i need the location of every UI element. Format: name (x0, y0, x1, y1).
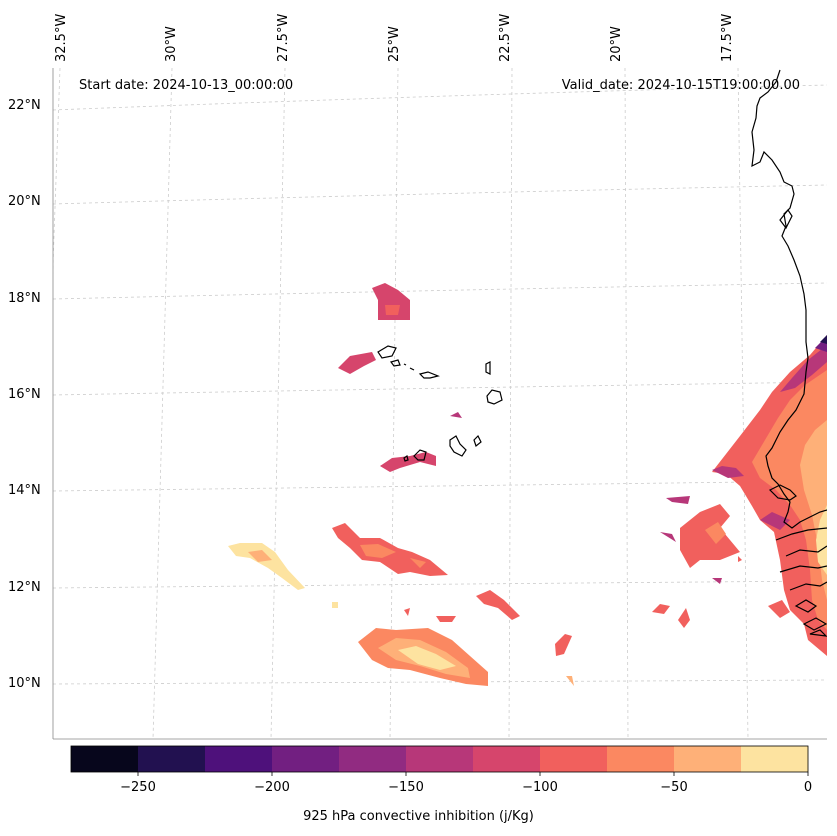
lat-label-18n: 18°N (8, 291, 41, 306)
gridlines (53, 68, 827, 739)
lat-label-22n: 22°N (8, 98, 41, 113)
cbar-tick-label: −100 (522, 780, 558, 795)
axes-frame (52, 68, 827, 740)
lat-label-12n: 12°N (8, 580, 41, 595)
colorbar-segment (205, 746, 273, 772)
cbar-tick-label: −150 (388, 780, 424, 795)
colorbar-label: 925 hPa convective inhibition (j/Kg) (303, 809, 534, 824)
cin-band-west (228, 543, 305, 590)
colorbar-segment (138, 746, 206, 772)
africa-coastline (751, 69, 827, 529)
colorbar-frame (70, 745, 809, 773)
cbar-tick-label: −250 (120, 780, 156, 795)
cbar-tick-label: −200 (254, 780, 290, 795)
lon-label-20w: 20°W (609, 26, 624, 62)
lon-label-32.5w: 32.5°W (54, 13, 69, 62)
island-santiago (449, 435, 467, 457)
colorbar-segment (741, 746, 809, 772)
cin-patch-north (372, 283, 410, 320)
colorbar-segment (339, 746, 407, 772)
island-santo-antao (377, 345, 397, 359)
cbar-tick-label: 0 (803, 780, 813, 795)
lon-label-27.5w: 27.5°W (276, 13, 291, 62)
colorbar-segment (674, 746, 742, 772)
lat-label-16n: 16°N (8, 387, 41, 402)
colorbar-segment (540, 746, 608, 772)
lon-label-22.5w: 22.5°W (498, 13, 513, 62)
colorbar-segment (272, 746, 340, 772)
lon-label-30w: 30°W (164, 26, 179, 62)
lon-label-25w: 25°W (387, 26, 402, 62)
lat-label-10n: 10°N (8, 676, 41, 691)
lat-label-14n: 14°N (8, 483, 41, 498)
valid-date: Valid_date: 2024-10-15T19:00:00.00 (561, 78, 800, 93)
lon-label-17.5w: 17.5°W (720, 13, 735, 62)
start-date: Start date: 2024-10-13_00:00:00 (79, 78, 294, 93)
cbar-tick-label: −50 (660, 780, 688, 795)
colorbar-segment (607, 746, 675, 772)
colorbar-segment (406, 746, 474, 772)
lat-label-20n: 20°N (8, 194, 41, 209)
colorbar (70, 745, 809, 776)
colorbar-segment (473, 746, 541, 772)
colorbar-segment (71, 746, 139, 772)
coastlines (377, 69, 827, 637)
island-boa-vista (486, 389, 503, 405)
